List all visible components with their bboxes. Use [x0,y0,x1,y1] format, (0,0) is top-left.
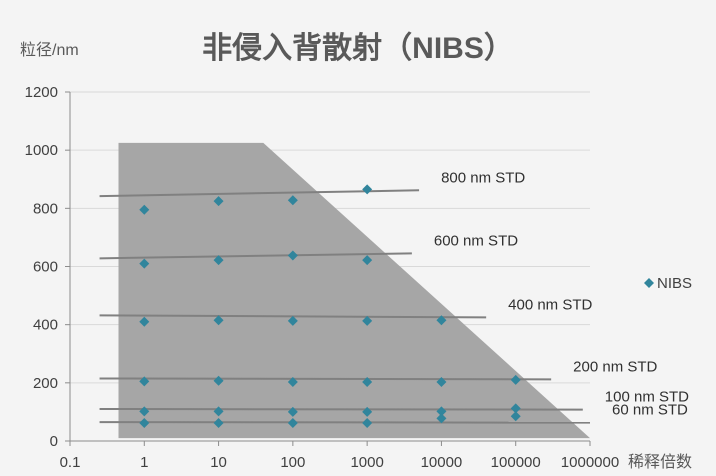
data-points [139,184,521,428]
data-point [362,255,373,266]
data-point [510,374,521,385]
data-point [213,406,224,417]
reference-line-label: 60 nm STD [612,402,688,419]
x-tick-label: 10000 [421,454,463,471]
data-point [213,255,224,266]
data-point [436,413,447,424]
data-point [287,315,298,326]
x-tick-label: 100 [280,454,305,471]
y-axis-label: 粒径/nm [20,41,79,59]
data-point [287,195,298,206]
data-point [213,375,224,386]
data-point [139,204,150,215]
shaded-region [118,142,590,439]
reference-line [99,421,591,424]
data-point [287,250,298,261]
y-tick-label: 1000 [25,142,58,159]
data-point [436,376,447,387]
data-point [510,403,521,414]
data-point [213,196,224,207]
chart-title: 非侵入背散射（NIBS） [202,31,514,65]
data-point [213,315,224,326]
reference-line-label: 800 nm STD [441,169,525,186]
data-point [213,417,224,428]
reference-line-label: 100 nm STD [605,389,689,406]
legend-label: NIBS [657,275,692,292]
data-point [362,406,373,417]
reference-line-label: 400 nm STD [508,296,592,313]
axes: 0 200 400 600 800 1000 1200 0.1 1 10 100 1000 10000 1… [25,84,620,471]
data-point [362,417,373,428]
y-tick-label: 1200 [25,84,58,101]
reference-line [99,377,552,381]
data-point [436,406,447,417]
reference-line-label: 600 nm STD [434,232,518,249]
reference-line [99,252,412,260]
data-point [139,316,150,327]
legend: NIBS [644,275,692,292]
y-tick-label: 400 [33,317,58,334]
x-tick-label: 1000000 [561,454,619,471]
data-point [139,406,150,417]
data-point [287,417,298,428]
reference-line-labels: 800 nm STD 600 nm STD 400 nm STD 200 nm STD… [434,169,689,418]
x-tick-label: 0.1 [60,454,81,471]
y-tick-label: 600 [33,259,58,276]
reference-line-label: 200 nm STD [573,358,657,375]
x-tick-label: 1000 [350,454,383,471]
x-axis-label: 稀释倍数 [628,453,692,471]
data-point [362,376,373,387]
legend-marker [644,278,654,288]
reference-line [99,408,583,411]
shaded-region-layer [118,142,590,439]
x-tick-label: 100000 [491,454,541,471]
data-point [139,417,150,428]
data-point [436,315,447,326]
data-point [139,376,150,387]
data-point [287,376,298,387]
x-tick-label: 10 [210,454,227,471]
data-point [362,184,373,195]
x-tick-label: 1 [140,454,148,471]
y-tick-label: 800 [33,200,58,217]
data-point [139,258,150,269]
y-tick-label: 0 [50,433,58,450]
data-point [510,411,521,422]
data-point [362,315,373,326]
data-point [287,406,298,417]
y-tick-label: 200 [33,375,58,392]
